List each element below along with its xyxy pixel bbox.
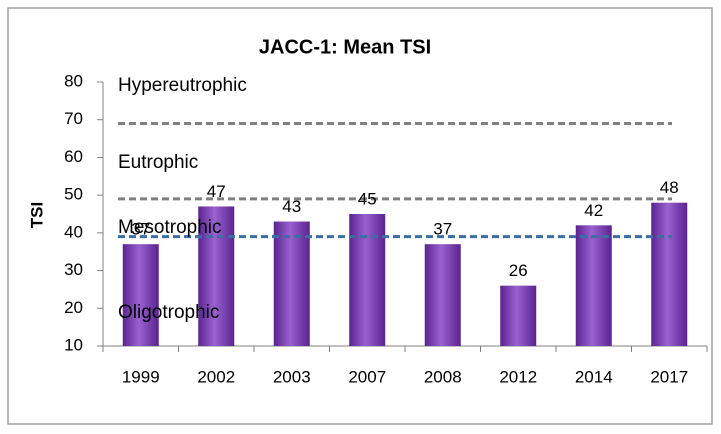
value-label: 37 (433, 220, 452, 239)
y-tick-label: 10 (64, 335, 83, 354)
bar (349, 214, 386, 346)
x-tick-label: 2008 (424, 367, 462, 386)
y-axis-label: TSI (27, 202, 46, 228)
value-label: 47 (207, 182, 226, 201)
y-tick-label: 30 (64, 260, 83, 279)
bar (122, 244, 159, 346)
annotation: Mesotrophic (118, 217, 222, 238)
y-tick-label: 70 (64, 109, 83, 128)
y-tick-label: 40 (64, 222, 83, 241)
value-label: 42 (584, 201, 603, 220)
annotation: Hypereutrophic (118, 75, 247, 96)
annotation: Oligotrophic (118, 302, 219, 323)
y-tick-label: 50 (64, 185, 83, 204)
bar (500, 285, 537, 346)
x-tick-label: 1999 (122, 367, 160, 386)
x-tick-label: 2014 (575, 367, 613, 386)
x-tick-label: 2012 (499, 367, 537, 386)
value-label: 48 (660, 178, 679, 197)
chart-title: JACC-1: Mean TSI (259, 36, 431, 58)
x-tick-label: 2007 (348, 367, 386, 386)
y-tick-label: 80 (64, 71, 83, 90)
value-label: 26 (509, 261, 528, 280)
value-label: 43 (282, 197, 301, 216)
bar (651, 202, 688, 346)
annotation: Eutrophic (118, 152, 198, 173)
x-tick-label: 2002 (197, 367, 235, 386)
bar (424, 244, 461, 346)
bar (198, 206, 235, 346)
bar (273, 221, 310, 346)
x-tick-label: 2003 (273, 367, 311, 386)
x-tick-label: 2017 (650, 367, 688, 386)
bar (575, 225, 612, 346)
y-tick-label: 20 (64, 298, 83, 317)
y-tick-label: 60 (64, 147, 83, 166)
value-label: 37 (131, 220, 150, 239)
value-label: 45 (358, 189, 377, 208)
